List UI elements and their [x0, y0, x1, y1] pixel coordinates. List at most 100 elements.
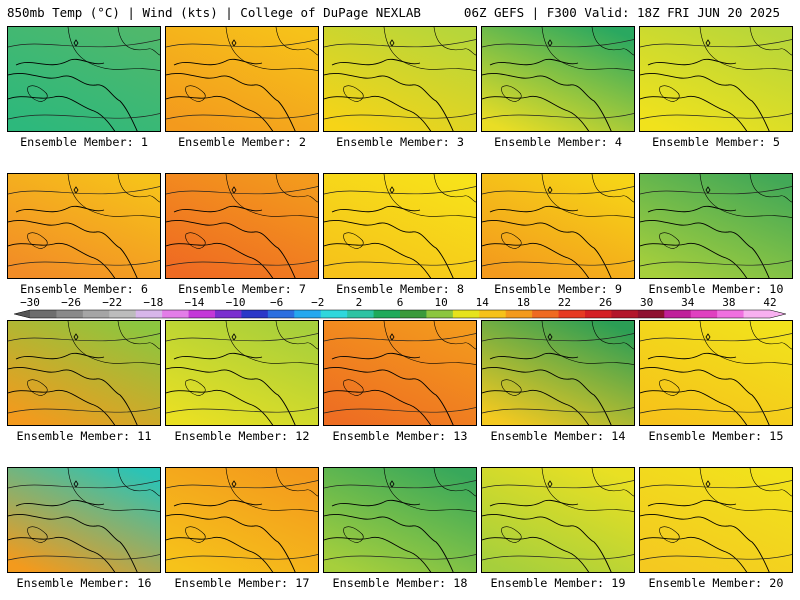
map-outline	[27, 232, 48, 249]
contour-line	[324, 554, 476, 561]
contour-line	[166, 113, 318, 120]
contour-line	[8, 554, 160, 561]
colorbar-segment	[585, 310, 612, 318]
colorbar-segment	[532, 310, 560, 318]
member-label: Ensemble Member: 9	[494, 282, 622, 296]
map-outline	[482, 514, 612, 572]
map-outline	[173, 352, 263, 360]
map-outline	[173, 205, 263, 213]
map-outline	[343, 85, 364, 102]
colorbar-segment	[267, 310, 295, 318]
temperature-field	[324, 174, 476, 278]
map-outline	[749, 27, 792, 56]
contour-line	[166, 333, 318, 342]
colorbar-tick-label: 30	[640, 296, 654, 309]
map-outline	[541, 321, 634, 365]
colorbar-strip	[14, 309, 786, 319]
map-outline	[482, 73, 612, 131]
map-outline	[749, 468, 792, 497]
map-panel-member-18	[323, 467, 477, 573]
map-outline	[640, 389, 748, 425]
map-outline	[15, 352, 105, 360]
contour-line	[324, 39, 476, 48]
map-outline	[482, 220, 612, 278]
map-outline	[591, 27, 634, 56]
map-outline	[482, 242, 590, 278]
temperature-field	[482, 27, 634, 131]
map-panel-member-3	[323, 26, 477, 132]
colorbar-segment	[215, 310, 242, 318]
colorbar-left-arrow	[14, 310, 30, 318]
colorbar-tick-label: 6	[396, 296, 404, 309]
station-marker-icon	[705, 333, 711, 341]
map-outline	[647, 58, 737, 66]
temperature-field	[166, 321, 318, 425]
contour-line	[166, 407, 318, 414]
map-outline	[173, 58, 263, 66]
colorbar-tick-label: −10	[225, 296, 246, 309]
colorbar-segment	[558, 310, 586, 318]
colorbar-segment	[479, 310, 507, 318]
contour-line	[482, 186, 634, 195]
map-outline	[541, 27, 634, 71]
map-panel-member-12	[165, 320, 319, 426]
map-outline	[383, 27, 476, 71]
station-marker-icon	[389, 186, 395, 194]
map-outline	[482, 95, 590, 131]
colorbar-tick-label: 2	[355, 296, 363, 309]
map-outline	[166, 220, 296, 278]
map-outline	[482, 536, 590, 572]
contour-line	[640, 113, 792, 120]
station-marker-icon	[231, 333, 237, 341]
member-label: Ensemble Member: 1	[20, 135, 148, 149]
map-outline	[67, 468, 160, 512]
contour-line	[640, 260, 792, 267]
colorbar-segment	[30, 310, 57, 318]
map-outline	[640, 95, 748, 131]
map-outline	[166, 514, 296, 572]
map-outline	[433, 27, 476, 56]
member-label: Ensemble Member: 5	[652, 135, 780, 149]
map-outline	[541, 468, 634, 512]
map-outline	[275, 174, 318, 203]
station-marker-icon	[231, 186, 237, 194]
colorbar-tick-label: 18	[516, 296, 530, 309]
station-marker-icon	[389, 333, 395, 341]
map-outline	[8, 536, 116, 572]
member-label: Ensemble Member: 4	[494, 135, 622, 149]
map-outline	[166, 367, 296, 425]
map-outline	[501, 85, 522, 102]
colorbar-tick-label: 42	[763, 296, 777, 309]
member-label: Ensemble Member: 3	[336, 135, 464, 149]
map-outline	[275, 321, 318, 350]
member-label: Ensemble Member: 16	[16, 576, 152, 590]
map-panel-member-19	[481, 467, 635, 573]
colorbar-segment	[717, 310, 745, 318]
map-outline	[8, 242, 116, 278]
member-label: Ensemble Member: 15	[648, 429, 784, 443]
map-panel-member-1	[7, 26, 161, 132]
map-outline	[67, 27, 160, 71]
map-outline	[225, 468, 318, 512]
map-outline	[15, 499, 105, 507]
member-label: Ensemble Member: 17	[174, 576, 310, 590]
map-outline	[185, 232, 206, 249]
map-panel-member-20	[639, 467, 793, 573]
member-label: Ensemble Member: 8	[336, 282, 464, 296]
map-outline	[324, 73, 454, 131]
map-outline	[501, 379, 522, 396]
contour-line	[166, 186, 318, 195]
contour-line	[482, 480, 634, 489]
map-outline	[117, 468, 160, 497]
contour-line	[8, 113, 160, 120]
contour-line	[640, 407, 792, 414]
colorbar-tick-label: 22	[557, 296, 572, 309]
station-marker-icon	[389, 480, 395, 488]
colorbar-tick-label: 14	[475, 296, 489, 309]
temperature-field	[8, 468, 160, 572]
map-outline	[489, 352, 579, 360]
map-outline	[324, 389, 432, 425]
map-outline	[699, 174, 792, 218]
station-marker-icon	[705, 39, 711, 47]
colorbar-segment	[109, 310, 137, 318]
